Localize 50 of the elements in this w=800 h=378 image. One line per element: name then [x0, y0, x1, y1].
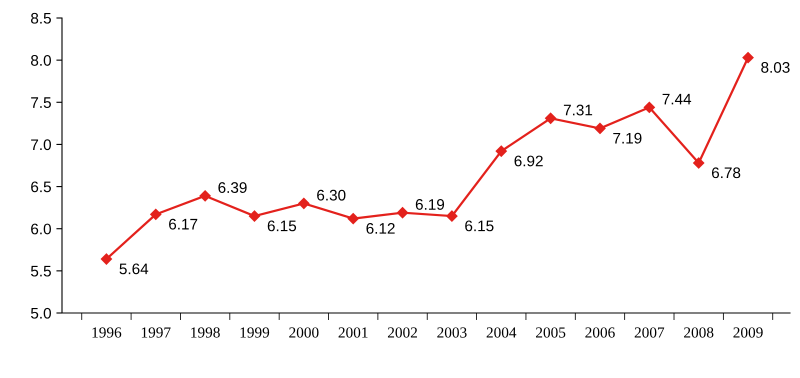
- point: [644, 102, 655, 113]
- x-tick-label: 1998: [191, 327, 220, 338]
- point: [100, 253, 112, 265]
- x-tick-label: 2009: [733, 327, 763, 338]
- x-tick-label: 2001: [338, 327, 368, 338]
- point: [742, 52, 754, 64]
- data-label: 6.12: [366, 222, 395, 234]
- x-tick-label: 2006: [585, 327, 615, 338]
- x-tick-label: 2004: [486, 327, 516, 338]
- x-tick-label: 1996: [92, 327, 122, 338]
- data-label: 6.78: [712, 167, 740, 178]
- y-tick-label: 6.0: [31, 224, 51, 234]
- point: [594, 122, 606, 134]
- x-tick-label: 2003: [437, 327, 467, 338]
- y-tick-label: 7.5: [31, 97, 51, 108]
- point: [200, 190, 211, 202]
- y-tick-label: 5.0: [30, 308, 51, 319]
- data-label: 6.30: [317, 190, 346, 201]
- y-tick-label: 8.5: [31, 12, 51, 24]
- x-tick-label: 2002: [388, 327, 417, 338]
- point: [693, 157, 704, 169]
- y-tick-label: 8.0: [31, 55, 51, 66]
- data-label: 6.92: [514, 156, 543, 166]
- data-label: 7.44: [662, 94, 692, 104]
- x-tick-label: 1997: [142, 327, 171, 338]
- data-label: 7.31: [564, 104, 592, 116]
- point: [496, 146, 507, 157]
- data-label: 6.15: [465, 220, 494, 232]
- data-label: 6.17: [169, 218, 198, 230]
- x-tick-label: 1999: [240, 327, 270, 338]
- y-tick-label: 6.5: [31, 181, 51, 192]
- y-tick-label: 5.5: [30, 266, 51, 277]
- point: [446, 210, 458, 222]
- x-tick-label: 2007: [634, 327, 664, 338]
- x-tick-label: 2008: [684, 327, 714, 338]
- point: [150, 208, 162, 220]
- point: [348, 212, 359, 224]
- x-tick-label: 2000: [289, 327, 319, 338]
- point: [298, 198, 310, 210]
- data-label: 6.19: [416, 199, 444, 210]
- data-label: 6.39: [218, 182, 247, 193]
- data-label: 5.64: [120, 263, 148, 274]
- data-label: 8.03: [761, 62, 790, 73]
- data-label: 7.19: [613, 132, 642, 144]
- point: [545, 112, 556, 124]
- data-label: 6.15: [268, 220, 296, 232]
- point: [248, 210, 260, 222]
- y-tick-label: 7.0: [31, 139, 51, 150]
- x-tick-label: 2005: [536, 327, 566, 338]
- point: [396, 207, 408, 218]
